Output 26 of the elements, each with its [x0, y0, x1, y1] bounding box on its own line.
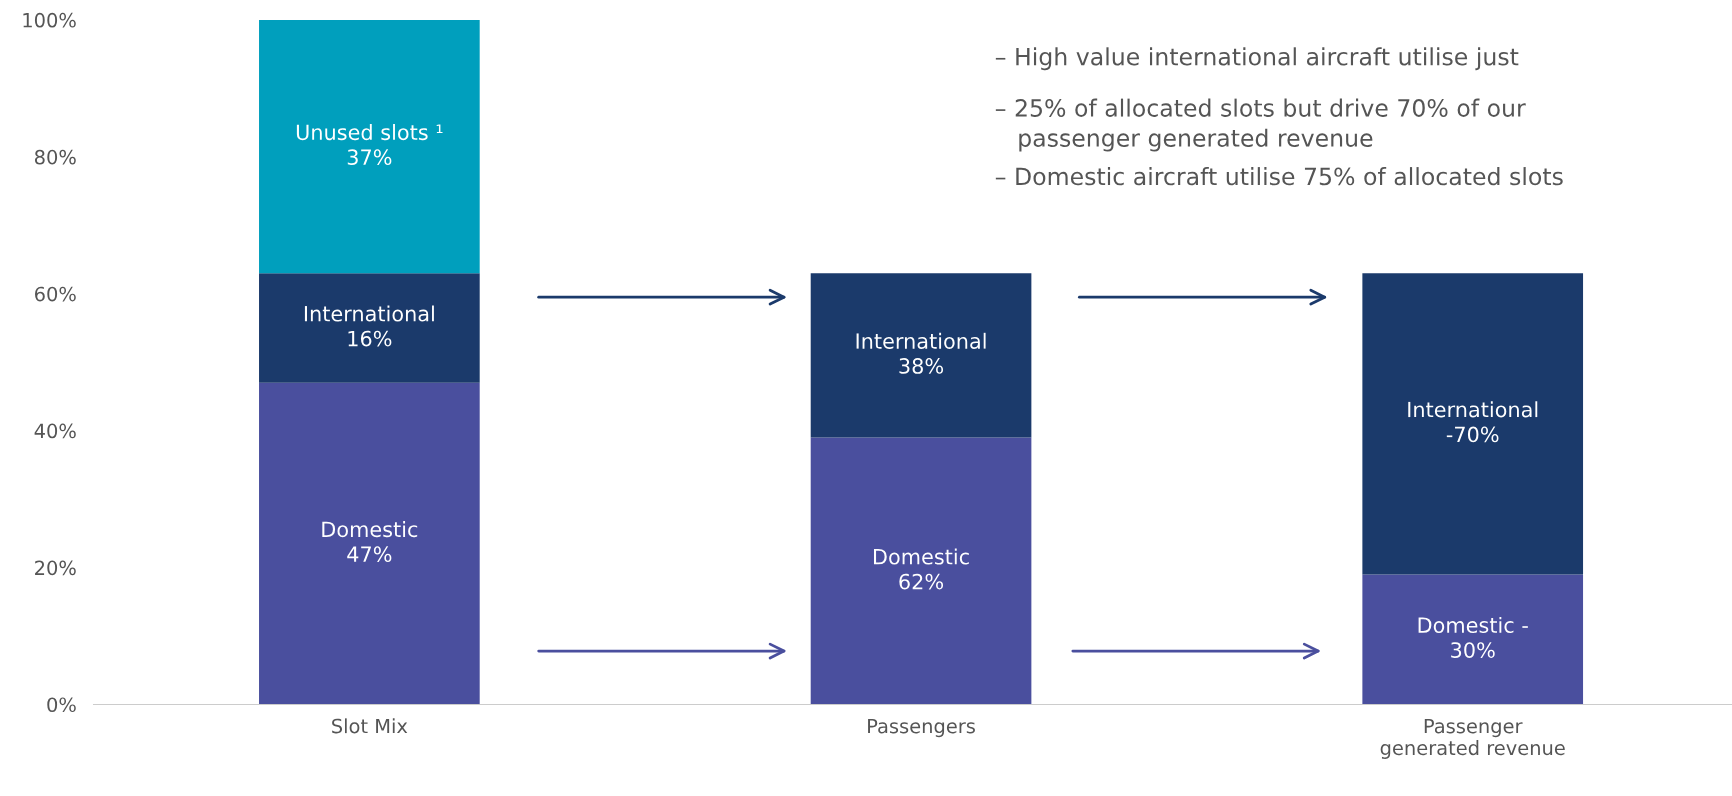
- annotation: – 25% of allocated slots but drive 70% of our passenger generated revenue: [995, 98, 1526, 152]
- bar: [810, 437, 1032, 705]
- y-tick-label: 80%: [34, 149, 76, 165]
- bar: [259, 273, 480, 383]
- bar: [1362, 574, 1584, 705]
- x-tick-label: Passenger generated revenue: [1380, 718, 1565, 759]
- bar: [259, 382, 480, 705]
- y-tick-label: 60%: [35, 286, 76, 302]
- bar: [259, 19, 480, 274]
- annotation: Domestic 47%: [322, 521, 418, 563]
- x-tick-label: Passengers: [868, 718, 975, 738]
- y-tick-label: 40%: [34, 423, 76, 439]
- annotation: Unused slots ¹ 37%: [296, 124, 443, 166]
- x-tick-label: Slot Mix: [332, 718, 408, 734]
- y-tick-label: 20%: [35, 560, 76, 576]
- y-tick-label: 0%: [47, 697, 76, 713]
- annotation: – High value international aircraft utilise just: [995, 47, 1519, 71]
- bar: [810, 273, 1032, 438]
- annotation: International 38%: [856, 332, 986, 374]
- bar: [1362, 273, 1584, 575]
- y-tick-label: 100%: [23, 12, 76, 28]
- annotation: Domestic - 30%: [1418, 616, 1528, 658]
- annotation: International -70%: [1408, 401, 1538, 443]
- annotation: – Domestic aircraft utilise 75% of allocated slots: [995, 167, 1563, 186]
- annotation: International 16%: [304, 305, 434, 347]
- annotation: Domestic 62%: [874, 548, 969, 590]
